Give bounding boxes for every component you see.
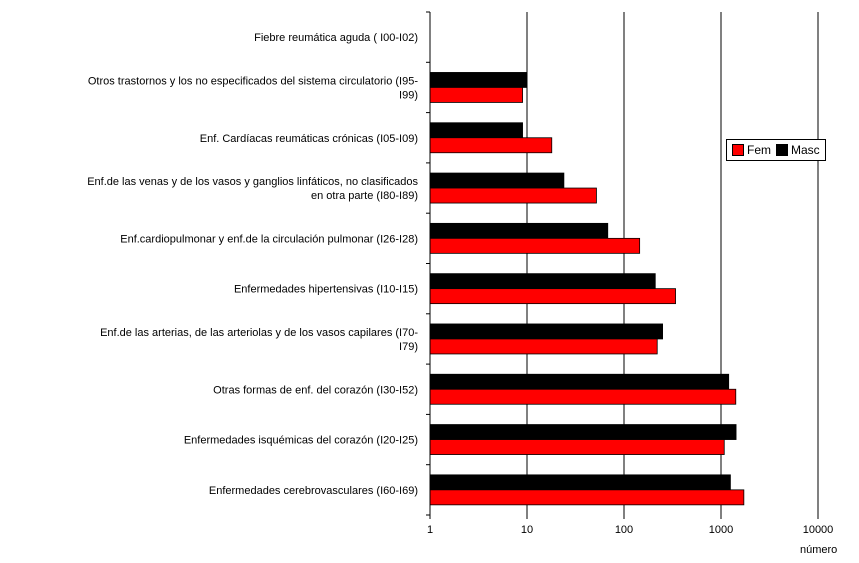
category-label: Enfermedades hipertensivas (I10-I15) (234, 284, 418, 296)
bar-fem (429, 288, 676, 305)
bar-fem (429, 338, 658, 355)
x-tick-label: 1000 (709, 524, 733, 536)
bar-fem (429, 187, 597, 204)
bar-masc (429, 122, 523, 139)
x-tick-label: 10 (521, 524, 533, 536)
bar-masc (429, 273, 656, 290)
bar-fem (429, 87, 523, 103)
category-label: Fiebre reumática aguda ( I00-I02) (254, 32, 418, 44)
bar-masc (429, 323, 664, 340)
x-axis-title: número (800, 544, 837, 556)
bar-fem (429, 439, 725, 455)
bar-fem (429, 137, 553, 154)
legend-swatch-masc (776, 144, 788, 156)
category-label: en otra parte (I80-I89) (311, 190, 418, 202)
legend: Fem Masc (726, 139, 826, 161)
bar-masc (429, 373, 730, 390)
axis-layer (426, 11, 819, 519)
x-tick-label: 10000 (803, 524, 834, 536)
category-label: Enf. Cardíacas reumáticas crónicas (I05-… (200, 133, 418, 145)
bar-fem (429, 237, 641, 254)
legend-label-fem: Fem (747, 143, 771, 157)
x-tick-label: 100 (615, 524, 633, 536)
category-label: Enf.de las arterias, de las arteriolas y… (100, 327, 418, 339)
category-label: Enfermedades isquémicas del corazón (I20… (184, 435, 418, 447)
label-layer: 1 10 100 1000 10000 Fiebre reumática aguda ( … (87, 32, 837, 556)
bar-fem (429, 489, 745, 506)
bar-masc (429, 474, 731, 491)
category-label: Otros trastornos y los no especificados … (88, 75, 418, 87)
bar-masc (429, 72, 528, 88)
bar-masc (429, 172, 565, 189)
category-label: I79) (399, 341, 418, 353)
bar-fem (429, 388, 737, 405)
x-tick-label: 1 (427, 524, 433, 536)
bar-masc (429, 424, 737, 440)
bars-layer (429, 72, 745, 506)
category-label: Enfermedades cerebrovasculares (I60-I69) (209, 485, 418, 497)
category-label: Otras formas de enf. del corazón (I30-I5… (213, 384, 418, 396)
category-label: I99) (399, 89, 418, 101)
legend-swatch-fem (732, 144, 744, 156)
category-label: Enf.de las venas y de los vasos y gangli… (87, 176, 418, 188)
category-label: Enf.cardiopulmonar y enf.de la circulaci… (120, 233, 418, 245)
bar-masc (429, 222, 609, 239)
legend-label-masc: Masc (791, 143, 820, 157)
